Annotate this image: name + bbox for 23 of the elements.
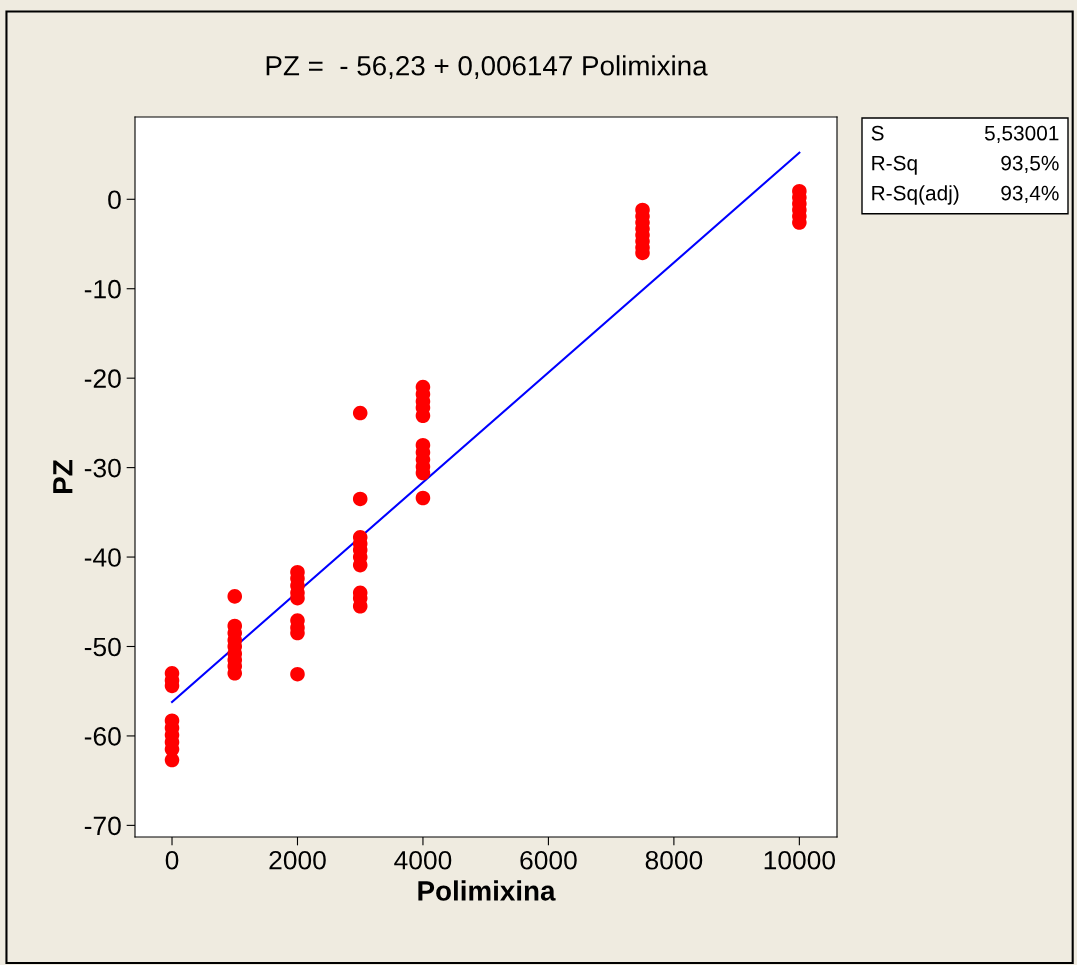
y-tick-label: -70 — [84, 816, 121, 836]
text: S — [871, 125, 884, 141]
x-axis-title: Polimixina — [418, 880, 556, 901]
text: 93,5% — [1001, 155, 1059, 173]
y-tick-label: 0 — [108, 190, 121, 210]
text: R-Sq — [872, 155, 917, 175]
y-tick-label: -30 — [84, 458, 121, 478]
chart-title: PZ = - 56,23 + 0,006147 Polimixina — [266, 55, 708, 79]
text: R-Sq(adj) — [872, 185, 959, 205]
x-tick-label: 0 — [165, 850, 179, 870]
x-tick-label: 6000 — [520, 850, 577, 870]
x-tick-label: 2000 — [269, 850, 326, 870]
y-tick-label: -50 — [84, 637, 121, 657]
y-tick-label: -60 — [84, 727, 121, 746]
y-tick-label: -40 — [84, 548, 121, 567]
text: 93,4% — [1001, 185, 1059, 203]
y-tick-label: -20 — [84, 369, 121, 388]
x-tick-label: 10000 — [764, 850, 836, 870]
x-tick-label: 4000 — [394, 850, 452, 870]
x-tick-label: 8000 — [645, 850, 703, 870]
y-axis-title: PZ — [53, 460, 73, 493]
text: 5,53001 — [984, 125, 1059, 143]
y-tick-label: -10 — [84, 279, 121, 299]
